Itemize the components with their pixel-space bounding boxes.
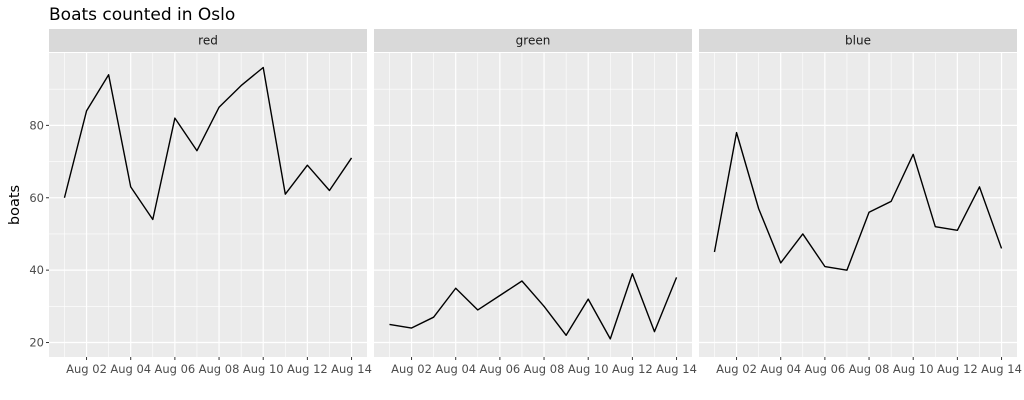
x-tick-label: Aug 08 [524, 362, 565, 376]
x-tick-label: Aug 12 [287, 362, 328, 376]
y-tick-label: 20 [29, 336, 44, 350]
facet-strip [49, 29, 367, 52]
x-tick-label: Aug 04 [760, 362, 801, 376]
series-line-green [389, 273, 678, 340]
facet-strip [699, 29, 1017, 52]
facet-strip-label: blue [845, 34, 871, 48]
panel-background [374, 53, 692, 357]
y-tick-label: 40 [29, 263, 44, 277]
x-tick-label: Aug 12 [937, 362, 978, 376]
x-tick-label: Aug 06 [155, 362, 196, 376]
y-tick-label: 60 [29, 191, 44, 205]
x-tick-label: Aug 04 [435, 362, 476, 376]
x-tick-label: Aug 14 [656, 362, 697, 376]
facet-strip-label: green [516, 34, 551, 48]
x-tick-label: Aug 06 [480, 362, 521, 376]
x-tick-label: Aug 04 [110, 362, 151, 376]
x-tick-label: Aug 10 [243, 362, 284, 376]
panel-background [49, 53, 367, 357]
x-tick-label: Aug 02 [66, 362, 107, 376]
facet-blue: blue Aug 02 Aug 04 Aug 06 Aug 08 Aug 10 Aug 12… [699, 29, 1022, 376]
x-tick-label: Aug 02 [391, 362, 432, 376]
series-line-blue [713, 131, 1003, 271]
facet-strip [374, 29, 692, 52]
x-tick-label: Aug 12 [612, 362, 653, 376]
y-axis-title: boats [7, 185, 23, 225]
facet-red: red Aug 02 Aug 04 Aug 06 Aug 08 Aug 10 Aug 12 A… [29, 29, 372, 376]
x-tick-label: Aug 02 [716, 362, 757, 376]
x-tick-label: Aug 14 [331, 362, 372, 376]
chart-title: Boats counted in Oslo [49, 5, 235, 25]
series-line-red [63, 66, 353, 221]
x-tick-label: Aug 08 [199, 362, 240, 376]
x-tick-label: Aug 10 [893, 362, 934, 376]
y-tick-label: 80 [29, 118, 44, 132]
facet-strip-label: red [198, 34, 218, 48]
x-tick-label: Aug 14 [981, 362, 1022, 376]
panel-background [699, 53, 1017, 357]
x-tick-label: Aug 10 [568, 362, 609, 376]
x-tick-label: Aug 08 [849, 362, 890, 376]
x-tick-label: Aug 06 [805, 362, 846, 376]
